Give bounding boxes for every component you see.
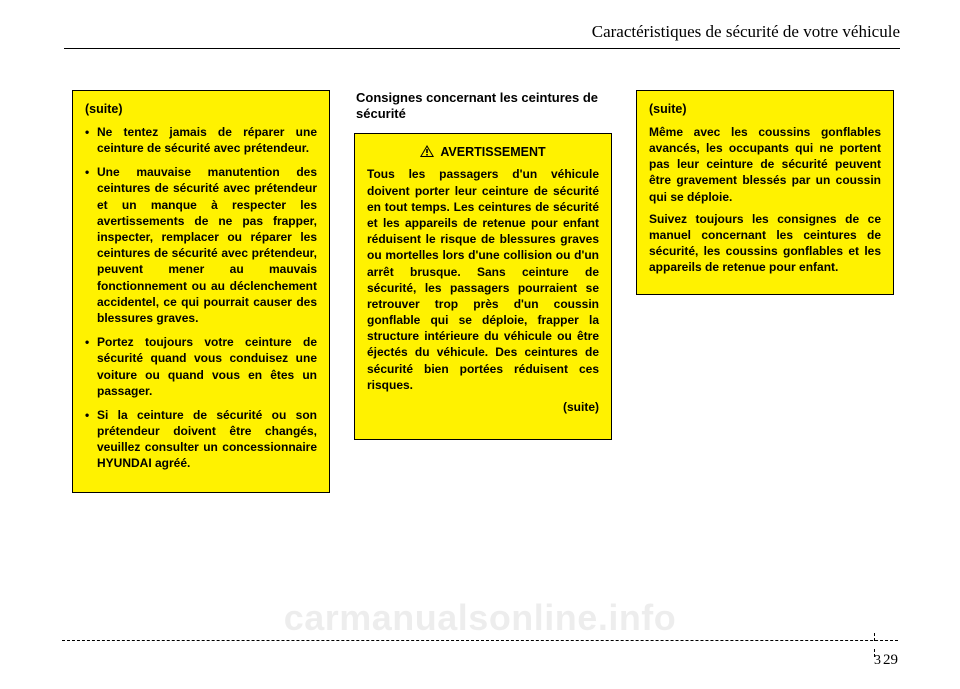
page-header-title: Caractéristiques de sécurité de votre vé… [592,22,900,42]
para: Suivez toujours les consignes de ce manu… [649,211,881,276]
suite-label: (suite) [649,101,881,118]
footer-rule [62,640,898,641]
suite-label: (suite) [367,399,599,415]
watermark-text: carmanualsonline.info [284,597,677,639]
column-1: (suite) Ne tentez jamais de réparer une … [72,90,330,493]
warning-icon [420,145,434,157]
column-3: (suite) Même avec les coussins gonflable… [636,90,894,295]
manual-page: Caractéristiques de sécurité de votre vé… [0,0,960,689]
warning-title-text: AVERTISSEMENT [440,145,545,159]
page-number: 329 [874,652,898,669]
bullet-list: Ne tentez jamais de réparer une ceinture… [85,124,317,472]
page-index: 29 [883,652,898,668]
footer-tick [874,633,875,641]
warning-box: AVERTISSEMENT Tous les passagers d'un vé… [354,133,612,441]
bullet-item: Portez toujours votre ceinture de sécuri… [85,334,317,399]
column-2: Consignes concernant les ceintures de sé… [354,90,612,440]
bullet-item: Ne tentez jamais de réparer une ceinture… [85,124,317,156]
bullet-item: Si la ceinture de sécurité ou son préten… [85,407,317,472]
warning-body: Tous les passagers d'un véhicule doivent… [367,166,599,393]
suite-label: (suite) [85,101,317,118]
bullet-item: Une mauvaise manutention des ceintures d… [85,164,317,326]
chapter-number: 3 [874,653,881,668]
notice-box-1: (suite) Ne tentez jamais de réparer une … [72,90,330,493]
para: Même avec les coussins gonflables avancé… [649,124,881,205]
content-columns: (suite) Ne tentez jamais de réparer une … [72,90,894,493]
warning-title: AVERTISSEMENT [367,144,599,161]
notice-box-3: (suite) Même avec les coussins gonflable… [636,90,894,295]
section-heading: Consignes concernant les ceintures de sé… [356,90,612,123]
header-rule [64,48,900,49]
